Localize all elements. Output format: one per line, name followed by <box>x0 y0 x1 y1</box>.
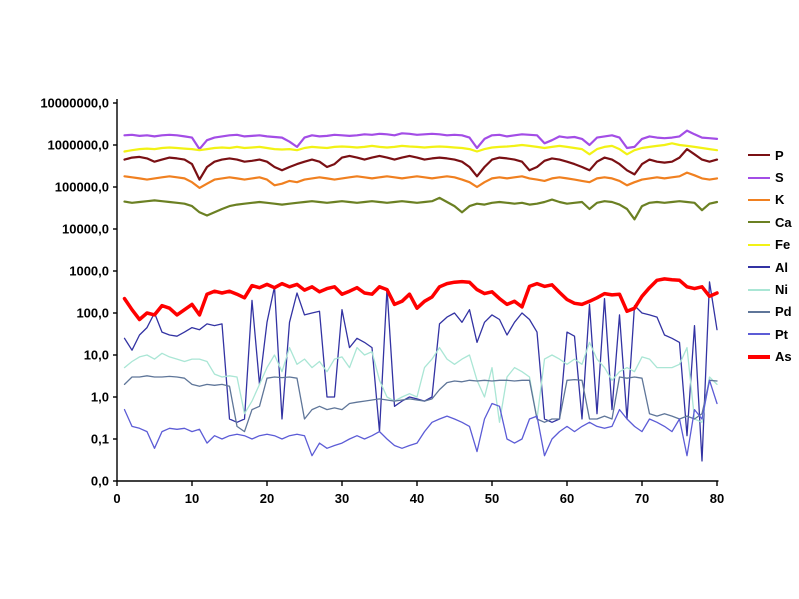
x-axis-tick-label: 70 <box>635 491 649 506</box>
y-axis-tick-label: 100000,0 <box>55 180 109 195</box>
series-line-S <box>123 129 719 151</box>
legend-item-Fe: Fe <box>748 234 792 256</box>
legend-line-sample-P <box>748 154 770 157</box>
legend-item-Pt: Pt <box>748 323 792 345</box>
legend-label: Pt <box>775 326 788 342</box>
legend-line-sample-Al <box>748 266 770 269</box>
legend-label: K <box>775 192 785 208</box>
y-axis-tick-label: 10,0 <box>84 348 109 363</box>
legend-label: Ni <box>775 282 788 298</box>
legend-line-sample-Pd <box>748 310 770 313</box>
legend-line-sample-S <box>748 176 770 179</box>
legend-line-sample-K <box>748 198 770 201</box>
y-axis-tick-label: 0,0 <box>91 474 109 489</box>
x-axis-tick-label: 60 <box>560 491 574 506</box>
legend-label: Al <box>775 259 788 275</box>
legend-label: P <box>775 147 784 163</box>
legend-line-sample-Ca <box>748 221 770 224</box>
y-axis-tick-label: 0,1 <box>91 432 109 447</box>
series-line-Pt <box>123 379 718 457</box>
legend-label: Fe <box>775 237 791 253</box>
legend-item-K: K <box>748 189 792 211</box>
legend-line-sample-Pt <box>748 333 770 336</box>
x-axis-tick-label: 40 <box>410 491 424 506</box>
legend-label: Pd <box>775 304 792 320</box>
series-line-P <box>123 148 719 181</box>
legend-label: S <box>775 170 784 186</box>
x-axis-tick-label: 0 <box>113 491 120 506</box>
x-axis-tick-label: 30 <box>335 491 349 506</box>
y-axis-tick-label: 10000,0 <box>62 222 109 237</box>
legend-item-Pd: Pd <box>748 301 792 323</box>
legend-line-sample-Fe <box>748 243 770 246</box>
legend-item-Ni: Ni <box>748 278 792 300</box>
legend-item-P: P <box>748 144 792 166</box>
series-line-As <box>122 277 719 322</box>
chart-legend: P S K Ca Fe Al Ni Pd Pt As <box>748 144 792 368</box>
legend-item-S: S <box>748 166 792 188</box>
y-axis-tick-label: 1000,0 <box>69 264 109 279</box>
series-line-Pd <box>123 375 718 433</box>
legend-label: Ca <box>775 214 792 230</box>
series-line-K <box>123 171 719 189</box>
series-line-Ni <box>123 341 718 423</box>
y-axis-tick-label: 10000000,0 <box>40 96 109 111</box>
legend-item-As: As <box>748 346 792 368</box>
series-line-Ca <box>123 196 719 221</box>
x-axis-tick-label: 80 <box>710 491 724 506</box>
x-axis-tick-label: 50 <box>485 491 499 506</box>
y-axis-tick-label: 1000000,0 <box>48 138 109 153</box>
x-axis-tick-label: 10 <box>185 491 199 506</box>
y-axis-tick-label: 1,0 <box>91 390 109 405</box>
series-line-Fe <box>123 142 719 156</box>
legend-item-Al: Al <box>748 256 792 278</box>
legend-item-Ca: Ca <box>748 211 792 233</box>
legend-line-sample-As <box>748 354 770 359</box>
x-axis-tick-label: 20 <box>260 491 274 506</box>
legend-line-sample-Ni <box>748 288 770 291</box>
legend-label: As <box>775 349 792 365</box>
y-axis-tick-label: 100,0 <box>76 306 109 321</box>
